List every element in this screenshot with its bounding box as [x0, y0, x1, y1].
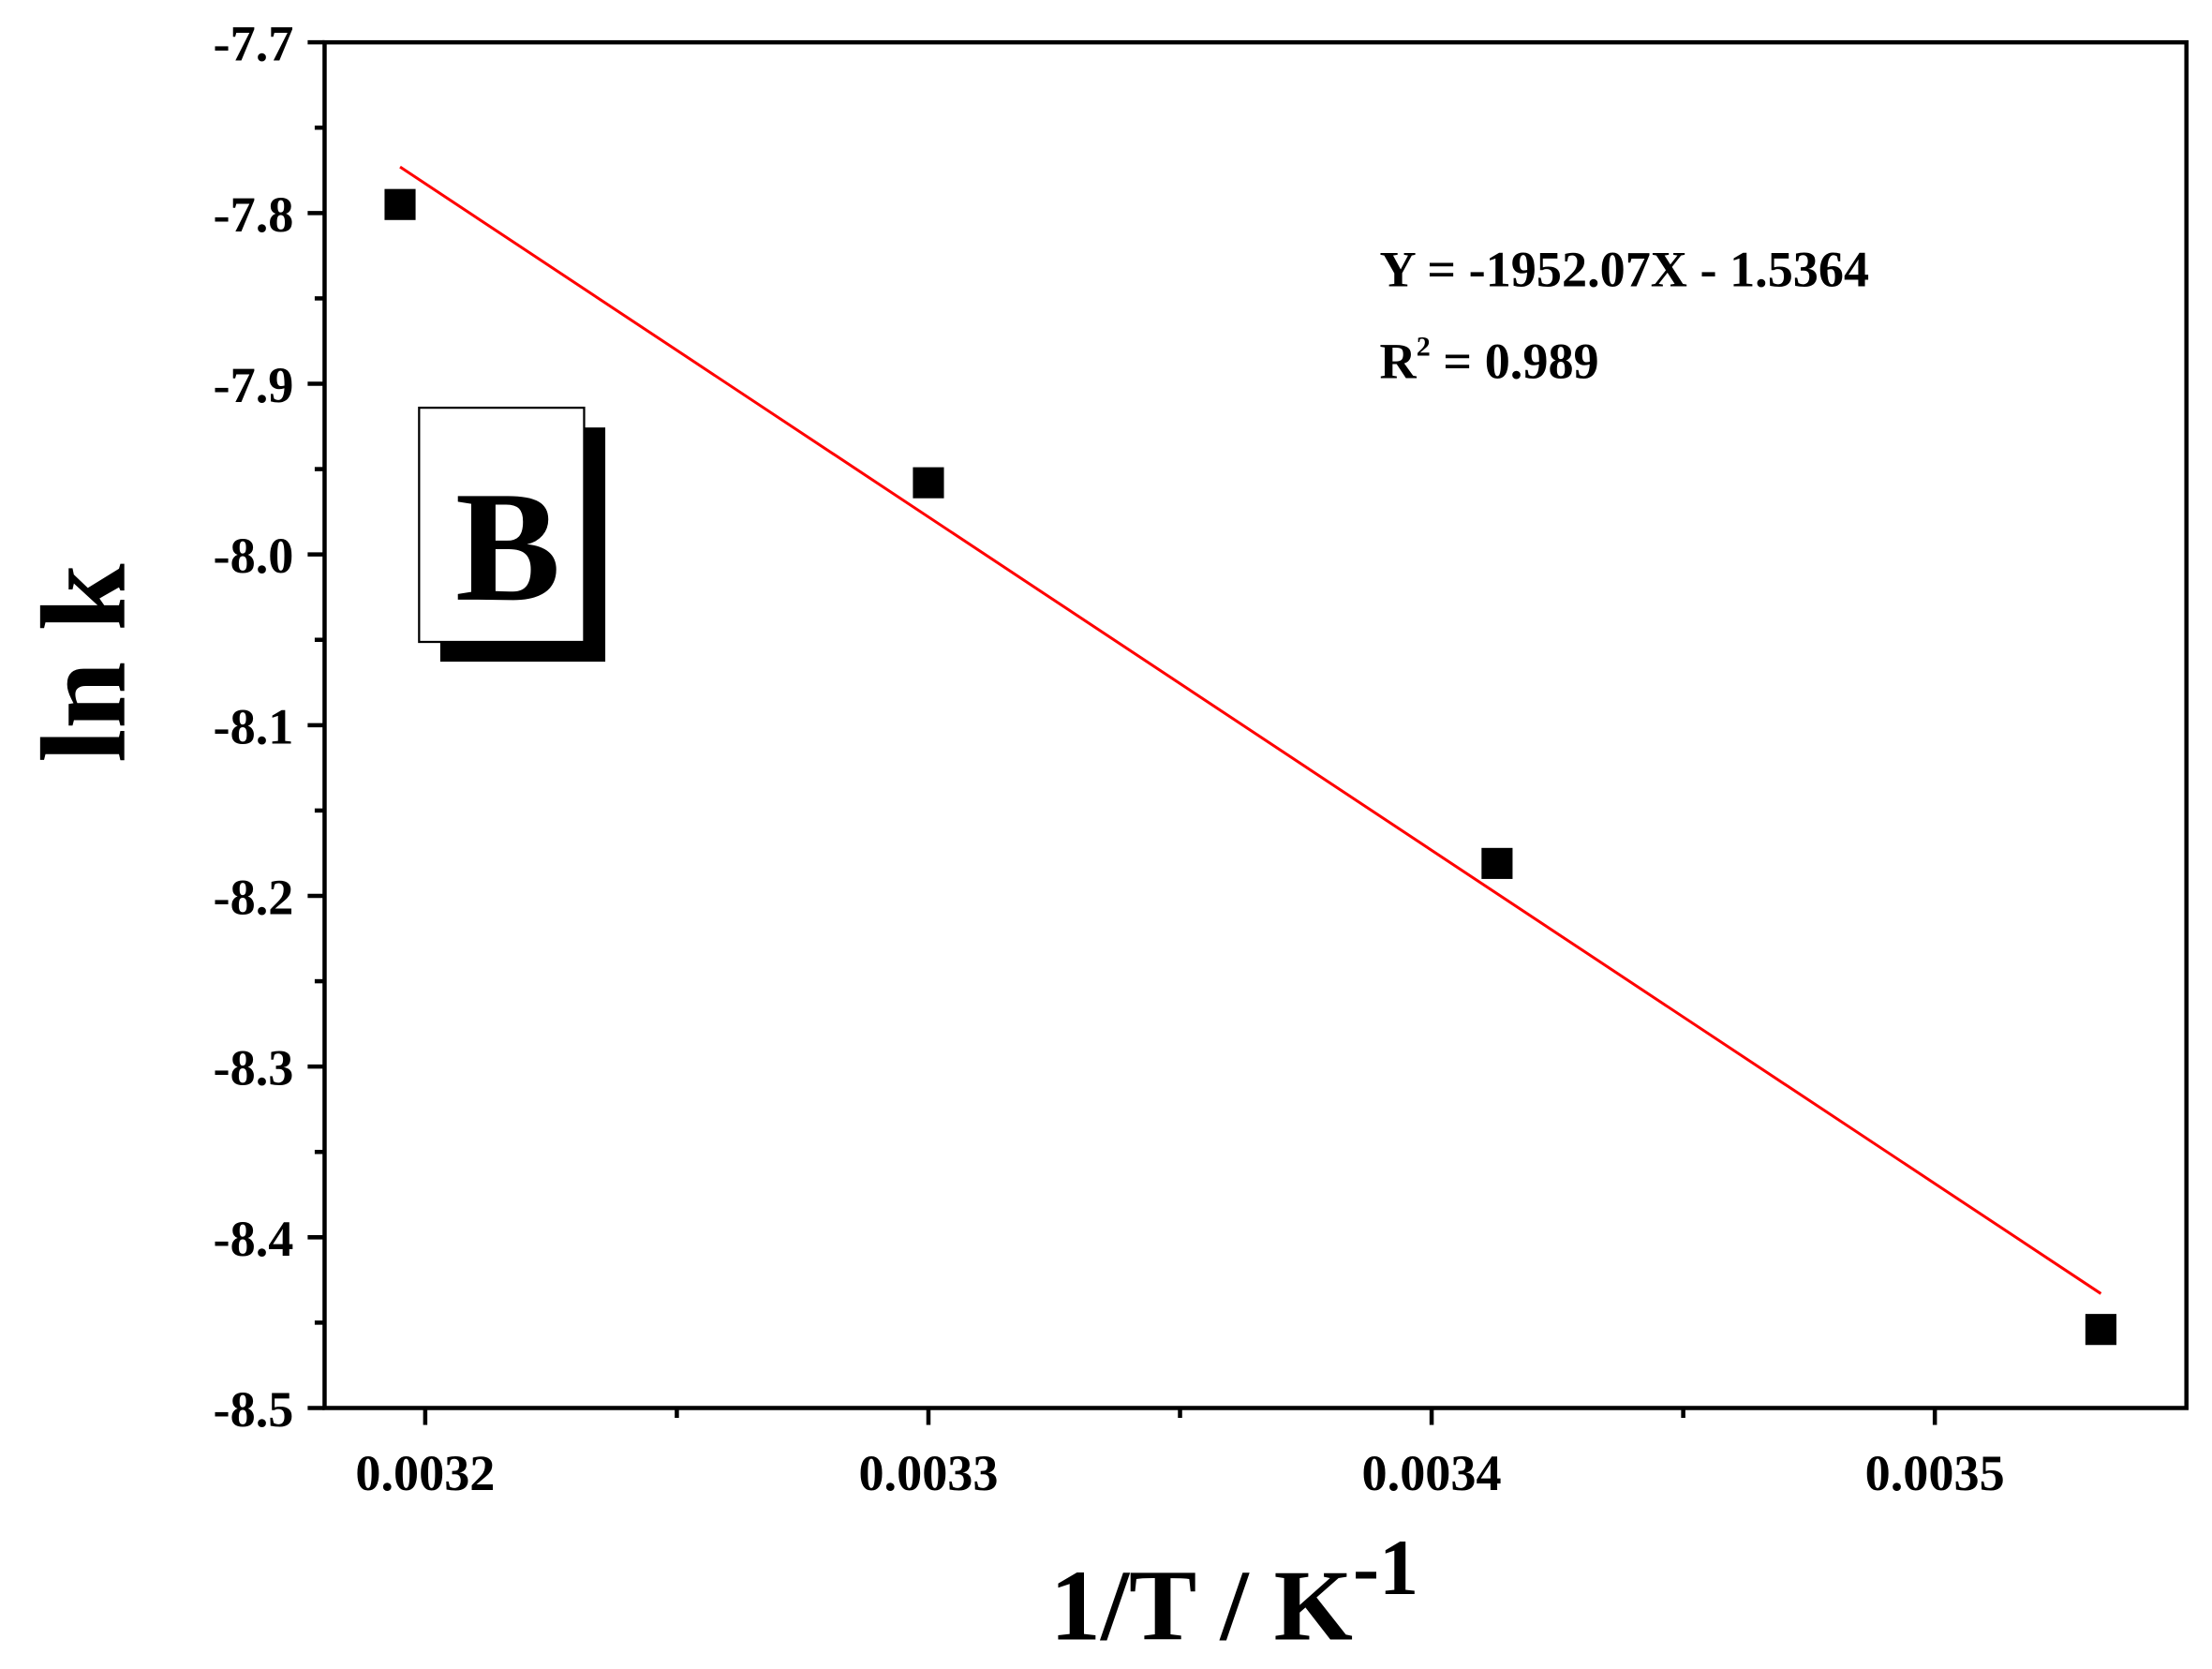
x-axis-title: 1/T / K-1: [1050, 1525, 1418, 1662]
r2-sup: 2: [1417, 330, 1431, 362]
y-axis-title: ln k: [18, 563, 152, 762]
x-tick-label: 0.0033: [858, 1445, 998, 1501]
x-tick-label: 0.0034: [1362, 1445, 1502, 1501]
y-tick-label: -8.1: [214, 698, 294, 754]
fit-line: [399, 165, 2102, 1295]
y-tick-label: -8.2: [214, 870, 294, 926]
x-label-sup: -1: [1353, 1525, 1418, 1612]
panel-label: B: [455, 460, 560, 634]
y-tick-label: -7.7: [214, 16, 294, 72]
y-tick-label: -7.8: [214, 186, 294, 243]
panel-box: [418, 406, 586, 644]
data-point: [1481, 847, 1513, 879]
data-point: [913, 467, 944, 499]
plot-frame: [322, 39, 2189, 1410]
x-tick-label: 0.0032: [355, 1445, 495, 1501]
r2-label: R: [1380, 333, 1418, 389]
y-tick-label: -8.4: [214, 1211, 294, 1267]
r2-value: = 0.989: [1431, 333, 1599, 389]
fit-equation: Y = -1952.07X - 1.5364: [1380, 242, 1870, 298]
x-tick-label: 0.0035: [1865, 1445, 2005, 1501]
y-tick-label: -7.9: [214, 357, 294, 413]
data-point: [2085, 1314, 2116, 1346]
x-label: 1/T / K: [1050, 1549, 1353, 1662]
r-squared: R2 = 0.989: [1380, 330, 1599, 389]
y-tick-label: -8.0: [214, 528, 294, 584]
y-tick-label: -8.3: [214, 1040, 294, 1096]
y-tick-label: -8.5: [214, 1381, 294, 1438]
data-point: [384, 188, 416, 220]
